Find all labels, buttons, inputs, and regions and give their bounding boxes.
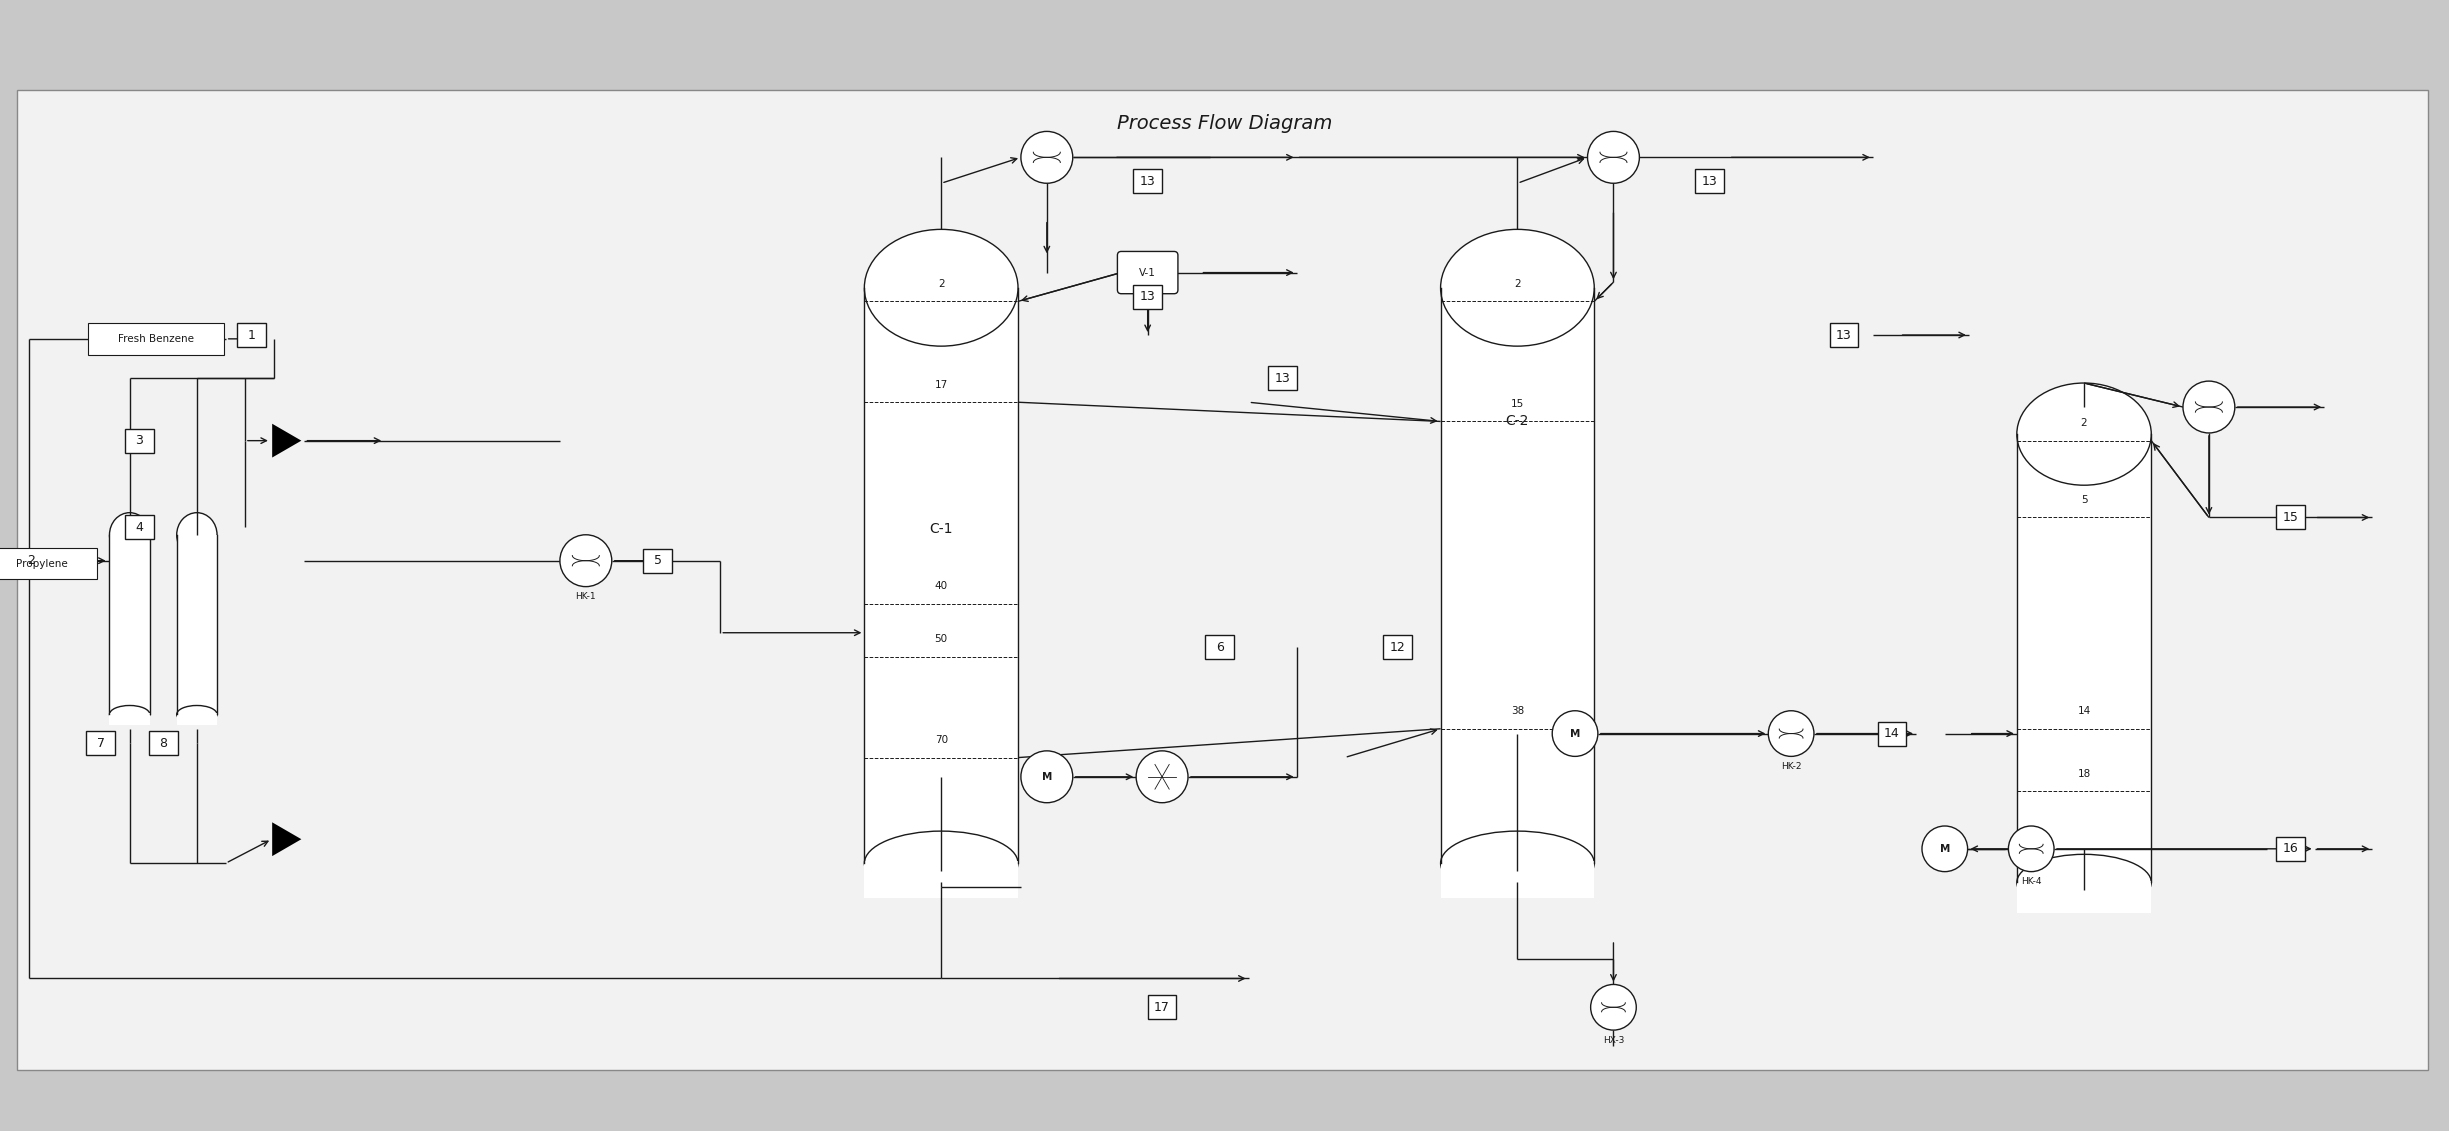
- Text: HK-4: HK-4: [2020, 877, 2042, 886]
- Text: 15: 15: [2282, 511, 2300, 524]
- Text: C-1: C-1: [931, 523, 953, 536]
- FancyBboxPatch shape: [125, 515, 154, 539]
- Polygon shape: [2018, 434, 2150, 882]
- Polygon shape: [176, 535, 218, 715]
- Ellipse shape: [176, 706, 218, 723]
- Text: 8: 8: [159, 736, 167, 750]
- Ellipse shape: [1440, 230, 1594, 346]
- Text: 5: 5: [654, 554, 661, 568]
- Circle shape: [1021, 131, 1073, 183]
- Text: 13: 13: [1702, 175, 1717, 188]
- Ellipse shape: [110, 706, 149, 723]
- Text: 2: 2: [1513, 279, 1521, 288]
- Ellipse shape: [2018, 383, 2150, 485]
- Text: 16: 16: [2282, 843, 2300, 855]
- Circle shape: [1768, 710, 1815, 757]
- Polygon shape: [864, 862, 1019, 898]
- Circle shape: [1021, 751, 1073, 803]
- Polygon shape: [1440, 862, 1594, 898]
- Circle shape: [2182, 381, 2236, 433]
- Circle shape: [1592, 984, 1636, 1030]
- FancyBboxPatch shape: [86, 731, 115, 756]
- Text: M: M: [1041, 771, 1053, 782]
- Text: 2: 2: [938, 279, 945, 288]
- Text: 18: 18: [2077, 769, 2091, 779]
- Circle shape: [1553, 710, 1597, 757]
- FancyBboxPatch shape: [17, 90, 2427, 1070]
- Text: M: M: [1570, 728, 1580, 739]
- Text: 1: 1: [247, 328, 255, 342]
- FancyBboxPatch shape: [0, 549, 98, 579]
- FancyBboxPatch shape: [1384, 636, 1411, 659]
- Polygon shape: [176, 714, 218, 725]
- Text: 12: 12: [1389, 640, 1406, 654]
- Polygon shape: [110, 714, 149, 725]
- FancyBboxPatch shape: [1878, 722, 1905, 745]
- Text: 50: 50: [936, 634, 948, 645]
- FancyBboxPatch shape: [238, 323, 267, 347]
- FancyBboxPatch shape: [1829, 323, 1859, 347]
- Text: Process Flow Diagram: Process Flow Diagram: [1117, 114, 1332, 133]
- Ellipse shape: [864, 831, 1019, 896]
- Polygon shape: [1440, 287, 1594, 863]
- Text: 7: 7: [98, 736, 105, 750]
- Text: HK-2: HK-2: [1780, 762, 1802, 771]
- Polygon shape: [272, 424, 301, 458]
- Polygon shape: [272, 822, 301, 856]
- Circle shape: [1136, 751, 1188, 803]
- Circle shape: [1587, 131, 1638, 183]
- Text: 70: 70: [936, 735, 948, 745]
- FancyBboxPatch shape: [125, 429, 154, 452]
- Polygon shape: [864, 287, 1019, 863]
- Text: 2: 2: [2082, 418, 2087, 429]
- Text: 14: 14: [2077, 706, 2091, 716]
- FancyBboxPatch shape: [1117, 251, 1178, 294]
- Text: 17: 17: [936, 380, 948, 390]
- Text: C-2: C-2: [1506, 414, 1528, 429]
- Ellipse shape: [2018, 854, 2150, 910]
- Ellipse shape: [176, 512, 218, 558]
- FancyBboxPatch shape: [1695, 170, 1724, 193]
- FancyBboxPatch shape: [644, 549, 673, 572]
- FancyBboxPatch shape: [1149, 995, 1176, 1019]
- Circle shape: [2008, 826, 2055, 872]
- Text: 15: 15: [1511, 399, 1523, 409]
- Text: Fresh Benzene: Fresh Benzene: [118, 334, 193, 344]
- FancyBboxPatch shape: [1269, 366, 1296, 390]
- Circle shape: [1922, 826, 1967, 872]
- Ellipse shape: [110, 512, 149, 558]
- Text: 13: 13: [1139, 290, 1156, 303]
- Text: 38: 38: [1511, 706, 1523, 716]
- Text: V-1: V-1: [1139, 268, 1156, 277]
- Text: 13: 13: [1139, 175, 1156, 188]
- Polygon shape: [110, 535, 149, 715]
- Text: 13: 13: [1273, 372, 1291, 385]
- FancyBboxPatch shape: [2275, 837, 2305, 861]
- Text: 14: 14: [1883, 727, 1900, 740]
- Text: 17: 17: [1153, 1001, 1171, 1013]
- FancyBboxPatch shape: [1134, 285, 1163, 309]
- Text: 13: 13: [1837, 328, 1851, 342]
- Circle shape: [561, 535, 612, 587]
- Text: 2: 2: [27, 554, 34, 568]
- Text: 40: 40: [936, 581, 948, 592]
- Ellipse shape: [1440, 831, 1594, 896]
- FancyBboxPatch shape: [88, 322, 223, 355]
- FancyBboxPatch shape: [149, 731, 179, 756]
- Text: HK-1: HK-1: [576, 592, 595, 601]
- FancyBboxPatch shape: [1205, 636, 1234, 659]
- FancyBboxPatch shape: [2275, 506, 2305, 529]
- Ellipse shape: [864, 230, 1019, 346]
- Polygon shape: [2018, 881, 2150, 913]
- Text: 3: 3: [135, 434, 142, 447]
- Text: 4: 4: [135, 520, 142, 534]
- Text: 5: 5: [2082, 495, 2087, 506]
- Text: 6: 6: [1215, 640, 1224, 654]
- Text: M: M: [1940, 844, 1949, 854]
- Text: HX-3: HX-3: [1602, 1036, 1624, 1045]
- Text: Propylene: Propylene: [17, 559, 69, 569]
- FancyBboxPatch shape: [17, 549, 44, 572]
- FancyBboxPatch shape: [1134, 170, 1163, 193]
